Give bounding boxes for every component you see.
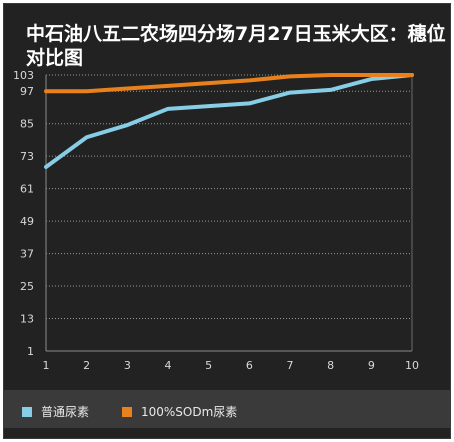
- series-line-1: [44, 73, 414, 169]
- y-tick-label: 25: [20, 280, 34, 293]
- legend-swatch: [22, 406, 32, 417]
- y-tick-label: 61: [20, 183, 34, 196]
- x-tick-label: 7: [287, 359, 294, 372]
- x-tick-label: 2: [83, 359, 90, 372]
- y-tick-label: 73: [20, 150, 34, 163]
- chart-legend: 普通尿素 100%SODm尿素: [4, 390, 450, 428]
- chart-title: 中石油八五二农场四分场7月27日玉米大区：穗位对比图: [26, 23, 446, 69]
- y-tick-label: 85: [20, 118, 34, 131]
- y-tick-label: 37: [20, 248, 34, 261]
- chart-frame: 中石油八五二农场四分场7月27日玉米大区：穗位对比图 1 13 25 37 49 61 73…: [3, 3, 451, 439]
- y-tick-label: 103: [13, 69, 34, 82]
- series-layer: [44, 73, 414, 169]
- x-tick-label: 1: [43, 359, 50, 372]
- x-tick-label: 10: [405, 359, 419, 372]
- x-tick-label: 3: [124, 359, 131, 372]
- y-tick-label: 97: [20, 85, 34, 98]
- axis-layer: [45, 75, 413, 352]
- x-tick-label: 5: [205, 359, 212, 372]
- grid-layer: [46, 74, 412, 320]
- legend-item-series-2[interactable]: 100%SODm尿素: [122, 403, 237, 420]
- series-line-2: [44, 73, 414, 94]
- x-tick-label: 6: [246, 359, 253, 372]
- y-tick-label: 13: [20, 313, 34, 326]
- legend-swatch: [122, 406, 132, 417]
- y-tick-label: 1: [27, 345, 34, 358]
- legend-item-series-1[interactable]: 普通尿素: [22, 403, 89, 420]
- tick-labels: 1 13 25 37 49 61 73 85 97 103 1 2 3 4 5 6 7 8 9 10: [13, 69, 419, 372]
- x-tick-label: 8: [327, 359, 334, 372]
- legend-label: 100%SODm尿素: [141, 405, 238, 419]
- line-chart: 1 13 25 37 49 61 73 85 97 103 1 2 3 4 5 6 7 8 9 10: [13, 69, 419, 372]
- y-tick-label: 49: [20, 215, 34, 228]
- x-tick-label: 9: [368, 359, 375, 372]
- legend-label: 普通尿素: [41, 405, 90, 419]
- x-tick-label: 4: [165, 359, 172, 372]
